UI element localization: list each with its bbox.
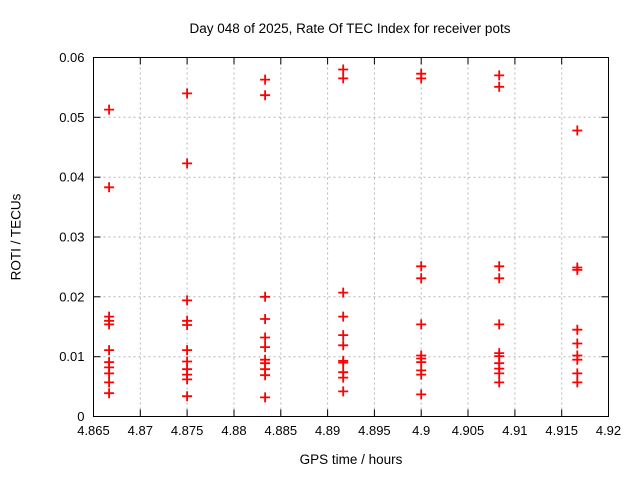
data-point-marker — [182, 391, 193, 402]
y-tick-label: 0.05 — [59, 110, 84, 125]
data-point-marker — [338, 357, 349, 368]
y-tick-label: 0.02 — [59, 289, 84, 304]
data-point-marker — [416, 273, 427, 284]
x-tick-label: 4.9 — [412, 423, 430, 438]
data-point-marker — [182, 88, 193, 99]
data-point-marker — [572, 324, 583, 335]
data-point-marker — [416, 369, 427, 380]
data-point-marker — [260, 342, 271, 353]
y-tick-label: 0 — [77, 409, 84, 424]
data-point-marker — [104, 182, 115, 193]
data-point-marker — [416, 389, 427, 400]
data-point-marker — [338, 311, 349, 322]
x-tick-label: 4.895 — [358, 423, 391, 438]
x-tick-label: 4.885 — [265, 423, 298, 438]
data-point-marker — [494, 368, 505, 379]
data-point-marker — [416, 261, 427, 272]
data-point-marker — [104, 104, 115, 115]
x-axis-label: GPS time / hours — [299, 452, 403, 467]
data-point-marker — [572, 377, 583, 388]
data-point-marker — [572, 125, 583, 136]
data-point-marker — [104, 368, 115, 379]
data-point-marker — [338, 287, 349, 298]
data-point-marker — [182, 158, 193, 169]
x-tick-label: 4.87 — [128, 423, 153, 438]
data-point-marker — [338, 73, 349, 84]
chart-title: Day 048 of 2025, Rate Of TEC Index for r… — [189, 21, 511, 36]
data-point-marker — [416, 319, 427, 330]
data-point-marker — [104, 319, 115, 330]
data-point-marker — [260, 90, 271, 101]
data-point-marker — [416, 73, 427, 84]
y-tick-label: 0.01 — [59, 349, 84, 364]
data-point-marker — [182, 374, 193, 385]
data-point-marker — [494, 261, 505, 272]
data-point-marker — [572, 338, 583, 349]
data-point-marker — [260, 74, 271, 85]
y-tick-label: 0.06 — [59, 50, 84, 65]
data-point-marker — [182, 345, 193, 356]
data-point-marker — [494, 319, 505, 330]
x-tick-label: 4.88 — [221, 423, 246, 438]
data-point-marker — [572, 264, 583, 275]
data-point-marker — [182, 295, 193, 306]
data-point-marker — [260, 392, 271, 403]
data-point-marker — [572, 368, 583, 379]
x-tick-label: 4.915 — [545, 423, 578, 438]
x-tick-label: 4.89 — [315, 423, 340, 438]
data-point-marker — [260, 332, 271, 343]
data-point-marker — [338, 64, 349, 75]
data-point-marker — [104, 388, 115, 399]
data-point-marker — [338, 372, 349, 383]
data-point-marker — [338, 330, 349, 341]
data-point-marker — [104, 345, 115, 356]
plot-frame — [93, 57, 609, 417]
x-tick-label: 4.865 — [77, 423, 110, 438]
data-point-marker — [260, 291, 271, 302]
y-tick-label: 0.03 — [59, 230, 84, 245]
data-point-marker — [494, 377, 505, 388]
data-point-marker — [494, 273, 505, 284]
y-tick-label: 0.04 — [59, 170, 84, 185]
x-tick-label: 4.875 — [171, 423, 204, 438]
data-point-marker — [260, 370, 271, 381]
data-point-marker — [572, 354, 583, 365]
x-tick-label: 4.91 — [502, 423, 527, 438]
data-point-marker — [182, 320, 193, 330]
data-point-marker — [104, 377, 115, 388]
data-point-marker — [494, 70, 505, 81]
data-point-marker — [260, 314, 271, 324]
data-point-marker — [338, 340, 349, 351]
data-point-marker — [494, 81, 505, 92]
data-point-marker — [338, 386, 349, 397]
x-tick-label: 4.905 — [452, 423, 485, 438]
x-tick-label: 4.92 — [596, 423, 621, 438]
